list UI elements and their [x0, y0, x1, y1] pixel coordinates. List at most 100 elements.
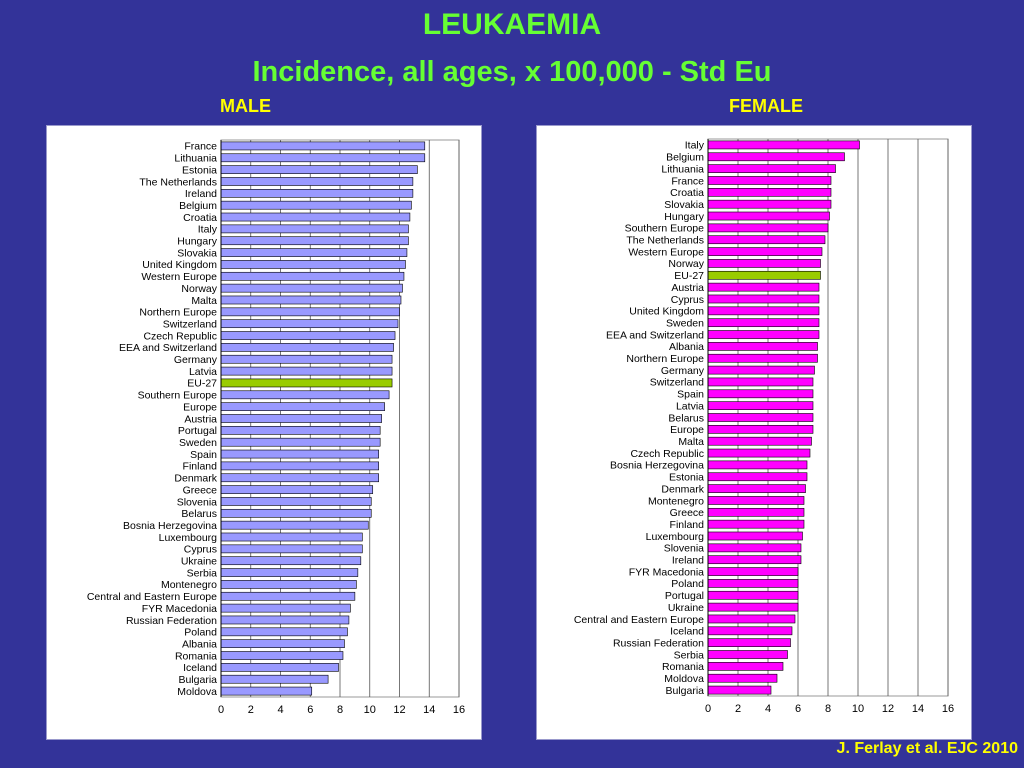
female-category-label: Czech Republic — [630, 448, 704, 460]
female-x-tick-label: 4 — [765, 703, 771, 715]
male-category-label: Latvia — [189, 366, 217, 378]
male-bar — [220, 260, 406, 269]
male-category-label: Slovakia — [177, 247, 217, 259]
male-bar — [220, 248, 408, 257]
female-x-tick-label: 10 — [852, 703, 864, 715]
male-category-label: Bosnia Herzegovina — [123, 520, 217, 532]
male-bar — [220, 366, 393, 376]
female-bar — [707, 413, 814, 422]
male-bar — [220, 414, 382, 423]
female-bar — [707, 211, 830, 221]
female-x-tick-label: 12 — [882, 703, 894, 715]
male-bar — [220, 461, 379, 471]
male-category-label: Moldova — [177, 686, 217, 698]
male-x-tick-label: 2 — [248, 704, 254, 716]
female-x-tick-label: 8 — [825, 703, 831, 715]
female-category-label: Germany — [661, 365, 705, 377]
male-x-tick-label: 12 — [393, 704, 405, 716]
male-bar — [220, 200, 412, 210]
female-chart-svg: 0 2 4 6 8 10 12 14 16 ItalyBelgiumLithuaniaFrance… — [574, 138, 954, 715]
female-category-label: Central and Eastern Europe — [574, 614, 704, 626]
male-bar — [220, 544, 363, 554]
male-category-label: Finland — [183, 461, 218, 473]
female-category-label: Portugal — [665, 590, 704, 602]
male-x-tick-label: 6 — [307, 704, 313, 716]
male-bar — [220, 651, 344, 660]
male-bar — [220, 556, 362, 566]
male-category-label: Europe — [183, 401, 217, 413]
male-category-label: Montenegro — [161, 579, 217, 591]
male-category-label: Austria — [184, 413, 217, 425]
female-bar — [707, 472, 808, 482]
female-bar — [707, 519, 805, 529]
female-bar — [707, 507, 805, 517]
male-category-label: Ireland — [185, 188, 217, 200]
female-category-label: Norway — [668, 258, 704, 270]
male-bar — [220, 497, 372, 506]
male-category-label: Poland — [184, 627, 217, 639]
female-bar — [707, 259, 821, 268]
female-bar — [707, 306, 820, 316]
female-category-label: The Netherlands — [626, 235, 704, 247]
male-category-label: Romania — [175, 650, 217, 662]
female-chart-title: FEMALE — [729, 96, 803, 116]
male-category-label: Bulgaria — [178, 674, 217, 686]
female-category-label: Greece — [670, 507, 705, 519]
male-bar — [220, 271, 405, 281]
female-bar — [707, 614, 796, 624]
female-bar — [707, 282, 820, 292]
female-x-tick-label: 0 — [705, 703, 711, 715]
female-bar — [707, 460, 808, 470]
male-chart: 0 2 4 6 8 10 12 14 16 France Lithuania Estonia The N… — [46, 125, 482, 740]
male-category-label: Hungary — [177, 236, 217, 248]
female-bar — [707, 164, 836, 173]
female-bar — [707, 496, 805, 505]
male-category-label: Switzerland — [163, 318, 217, 330]
female-bar — [707, 235, 826, 245]
female-bar — [707, 602, 799, 612]
female-category-label: Luxembourg — [646, 531, 705, 543]
male-bar — [220, 591, 356, 601]
female-category-label: Serbia — [674, 649, 705, 661]
male-bar — [220, 674, 329, 684]
male-bar — [220, 520, 369, 530]
slide-subtitle: Incidence, all ages, x 100,000 - Std Eu — [252, 56, 772, 88]
female-category-label: France — [671, 175, 704, 187]
female-category-label: Poland — [671, 578, 704, 590]
female-x-tick-label: 2 — [735, 703, 741, 715]
female-category-label: Austria — [671, 282, 704, 294]
male-category-label: Slovenia — [177, 496, 217, 508]
male-category-label: Germany — [174, 354, 218, 366]
male-bar — [220, 283, 403, 293]
female-category-label: Ireland — [672, 555, 704, 567]
male-bar — [220, 212, 411, 222]
female-bar — [707, 531, 803, 541]
male-category-label: Croatia — [183, 212, 217, 224]
female-bar — [707, 318, 820, 328]
female-bar — [707, 223, 829, 233]
female-bar — [707, 294, 820, 304]
female-bar — [707, 342, 818, 351]
male-bar — [220, 532, 363, 542]
male-category-label: FYR Macedonia — [142, 603, 217, 615]
female-bar — [707, 436, 812, 446]
female-category-label: Denmark — [661, 483, 704, 495]
female-category-label: Bosnia Herzegovina — [610, 460, 704, 472]
female-bar — [707, 389, 814, 399]
female-bar — [707, 140, 860, 150]
female-category-label: Lithuania — [661, 163, 704, 175]
female-category-label: Switzerland — [650, 377, 704, 389]
male-bar — [220, 686, 313, 696]
female-category-label: Montenegro — [648, 495, 704, 507]
female-bar — [707, 579, 799, 588]
female-bar — [707, 662, 784, 671]
male-bar — [220, 189, 414, 198]
male-category-label: Spain — [190, 449, 217, 461]
female-category-label: Belarus — [668, 412, 704, 424]
male-category-label: Estonia — [182, 164, 217, 176]
male-category-label: Belarus — [181, 508, 217, 520]
female-bar — [707, 330, 820, 339]
female-category-label: Malta — [678, 436, 704, 448]
female-bar — [707, 188, 832, 197]
male-bar — [220, 508, 372, 518]
